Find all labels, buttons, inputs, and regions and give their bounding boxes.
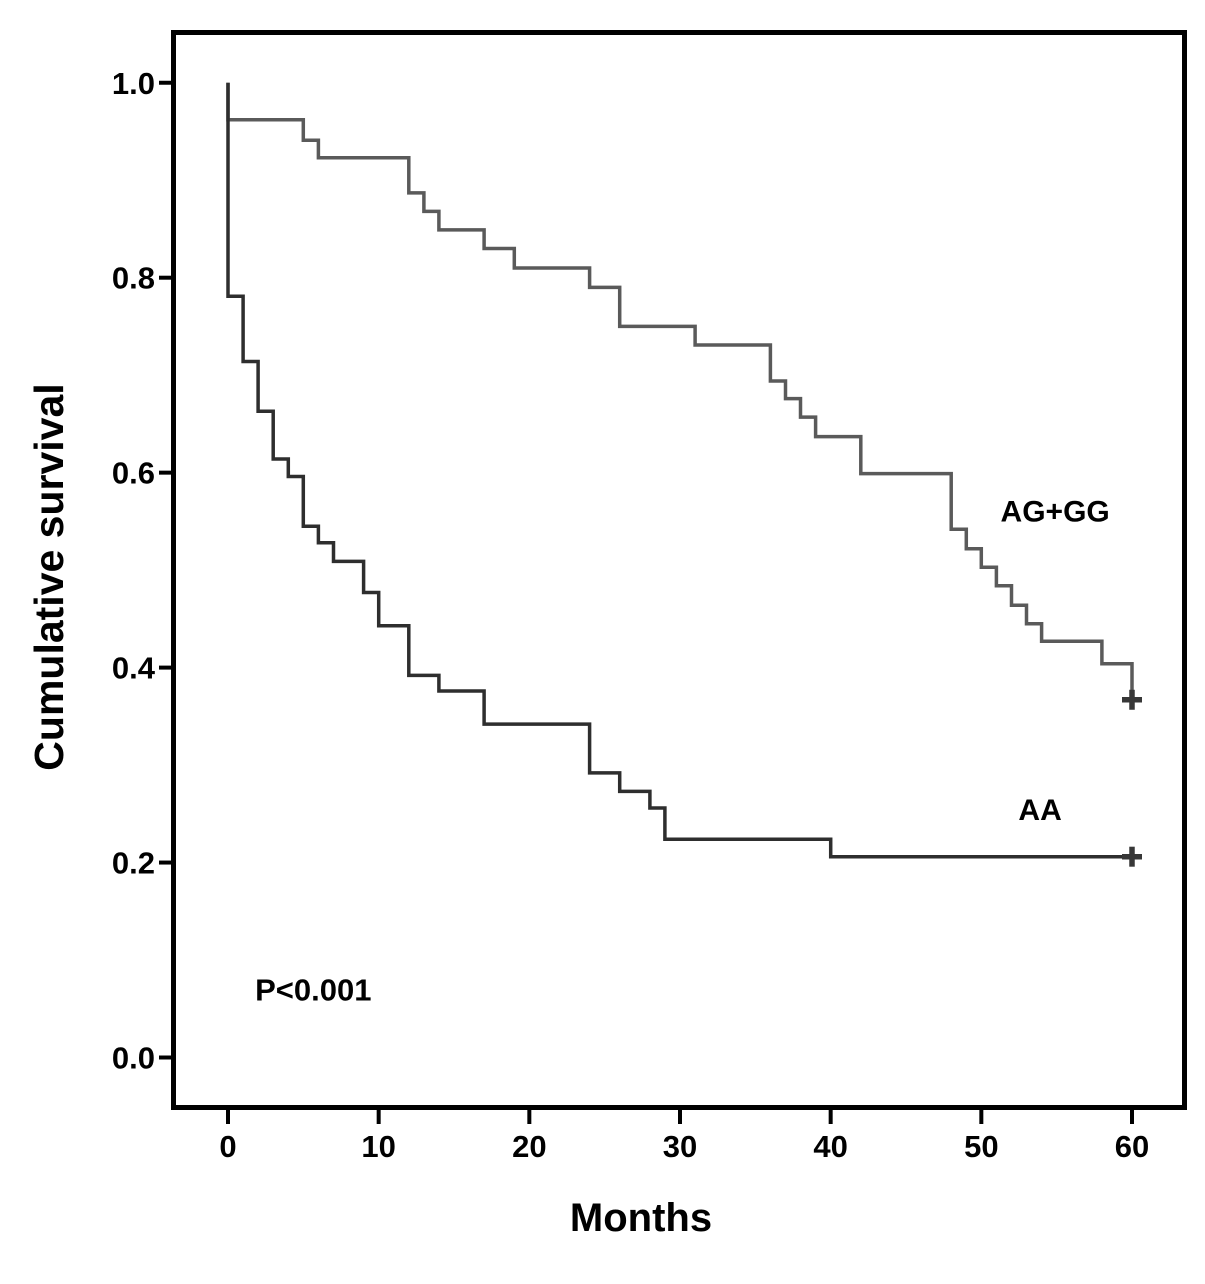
p-value-annotation: P<0.001 — [255, 972, 371, 1007]
curve-label-ag-gg: AG+GG — [1001, 496, 1110, 529]
y-tick-label: 1.0 — [112, 66, 155, 101]
y-axis-title: Cumulative survival — [26, 383, 72, 771]
y-tick-label: 0.8 — [112, 261, 155, 296]
x-tick-label: 20 — [512, 1129, 546, 1164]
x-tick-label: 30 — [663, 1129, 697, 1164]
x-tick-label: 0 — [219, 1129, 236, 1164]
x-axis-title: Months — [569, 1196, 713, 1240]
x-tick-label: 60 — [1115, 1129, 1149, 1164]
y-tick-label: 0.4 — [112, 651, 156, 686]
curve-label-aa: AA — [1018, 794, 1061, 827]
curve-aa — [226, 82, 1132, 859]
x-tick-label: 10 — [361, 1129, 395, 1164]
x-tick-label: 50 — [964, 1129, 998, 1164]
plot-border — [171, 30, 1187, 1110]
x-tick-label: 40 — [813, 1129, 847, 1164]
curve-ag-gg — [226, 82, 1134, 700]
y-tick-label: 0.2 — [112, 846, 155, 881]
y-tick-label: 0.6 — [112, 456, 155, 491]
y-tick-label: 0.0 — [112, 1041, 155, 1076]
